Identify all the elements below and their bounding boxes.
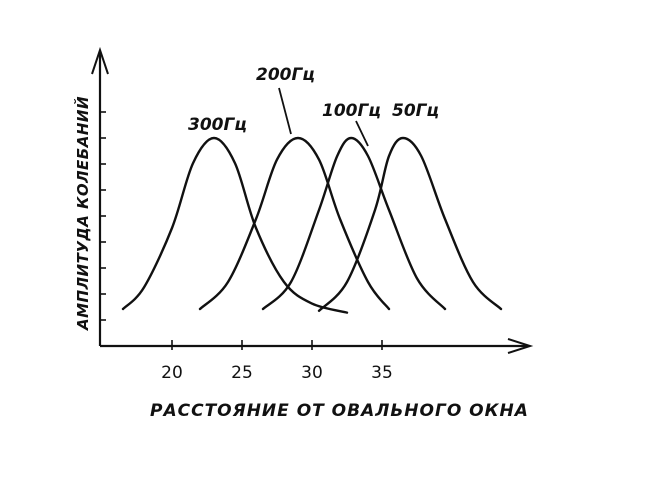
x-axis-arrow	[507, 338, 534, 354]
y-axis-ticks	[100, 111, 106, 321]
y-axis-arrow	[91, 46, 109, 75]
x-axis-title: РАССТОЯНИЕ ОТ ОВАЛЬНОГО ОКНА	[150, 401, 529, 421]
series-line-0	[121, 136, 349, 314]
curve-label-300hz: 300Гц	[188, 115, 247, 135]
curve-label-100hz: 100Гц	[322, 101, 381, 121]
series-line-2	[261, 136, 447, 311]
x-tick-label: 30	[301, 363, 323, 383]
curve-label-50hz: 50Гц	[392, 101, 439, 121]
x-tick-label: 35	[371, 363, 393, 383]
series-curves	[121, 136, 503, 314]
leader-100hz	[355, 120, 369, 147]
x-axis-ticks: 20 25 30 35	[161, 340, 393, 383]
series-line-3	[317, 136, 503, 312]
leader-200hz	[278, 87, 292, 135]
x-tick-label: 25	[231, 363, 253, 383]
x-tick-label: 20	[161, 363, 183, 383]
y-axis-title: АМПЛИТУДА КОЛЕБАНИЙ	[73, 96, 92, 331]
series-line-1	[198, 136, 391, 311]
curve-label-200hz: 200Гц	[256, 65, 315, 85]
